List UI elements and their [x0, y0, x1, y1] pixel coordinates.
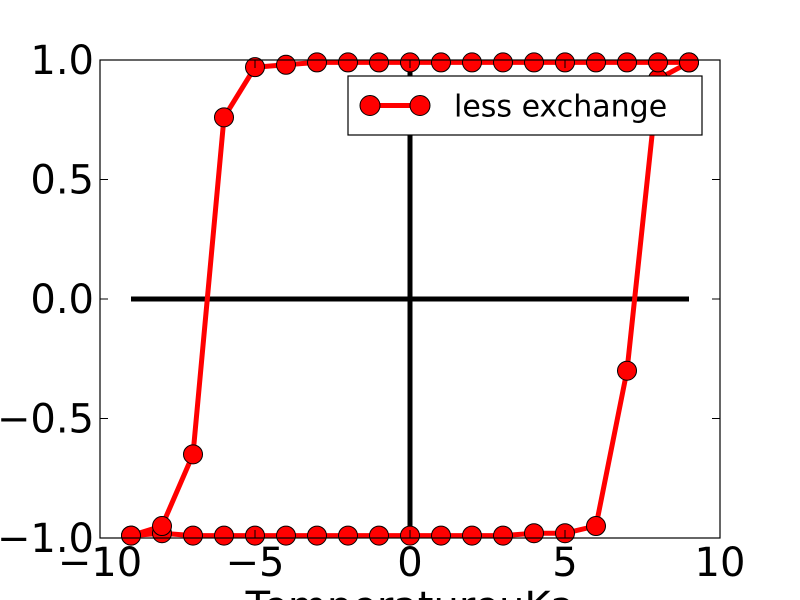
data-point — [586, 52, 606, 73]
data-point — [276, 54, 296, 75]
x-tick-label: 5 — [552, 540, 577, 586]
data-point — [307, 525, 327, 546]
data-point — [369, 525, 389, 546]
x-tick-label: 10 — [695, 540, 746, 586]
data-point — [524, 52, 544, 73]
data-point — [431, 525, 451, 546]
y-tick-label: −1.0 — [0, 516, 94, 562]
data-point — [617, 52, 637, 73]
data-point — [121, 525, 141, 546]
legend-marker — [409, 95, 431, 116]
legend-box — [347, 75, 703, 136]
data-point — [307, 52, 327, 73]
data-point — [369, 52, 389, 73]
plot-area — [121, 52, 699, 546]
data-point — [183, 525, 203, 546]
data-point — [617, 360, 637, 381]
data-point — [493, 525, 513, 546]
legend: less exchange — [347, 75, 703, 136]
x-tick-label: 0 — [397, 540, 422, 586]
y-tick-label: 1.0 — [30, 38, 94, 84]
data-point — [214, 525, 234, 546]
data-point — [586, 516, 606, 537]
x-tick-label: −10 — [58, 540, 142, 586]
legend-marker — [359, 95, 381, 116]
data-point — [338, 525, 358, 546]
data-point — [152, 516, 172, 537]
x-tick-label: −5 — [226, 540, 285, 586]
y-tick-label: −0.5 — [0, 397, 94, 443]
axes: −10 −5 0 5 10 −1.0 −0.5 0.0 0.5 1.0 — [0, 38, 745, 586]
legend-label: less exchange — [454, 90, 667, 125]
data-point — [648, 52, 668, 73]
data-point — [462, 525, 482, 546]
data-point — [183, 444, 203, 465]
y-tick-label: 0.5 — [30, 158, 94, 204]
data-point — [679, 52, 699, 73]
data-point — [214, 107, 234, 128]
data-point — [338, 52, 358, 73]
data-point — [462, 52, 482, 73]
data-point — [524, 523, 544, 544]
data-point — [431, 52, 451, 73]
x-axis-label: TemperatureuKa — [245, 584, 575, 600]
data-point — [276, 525, 296, 546]
data-point — [493, 52, 513, 73]
y-tick-label: 0.0 — [30, 277, 94, 323]
